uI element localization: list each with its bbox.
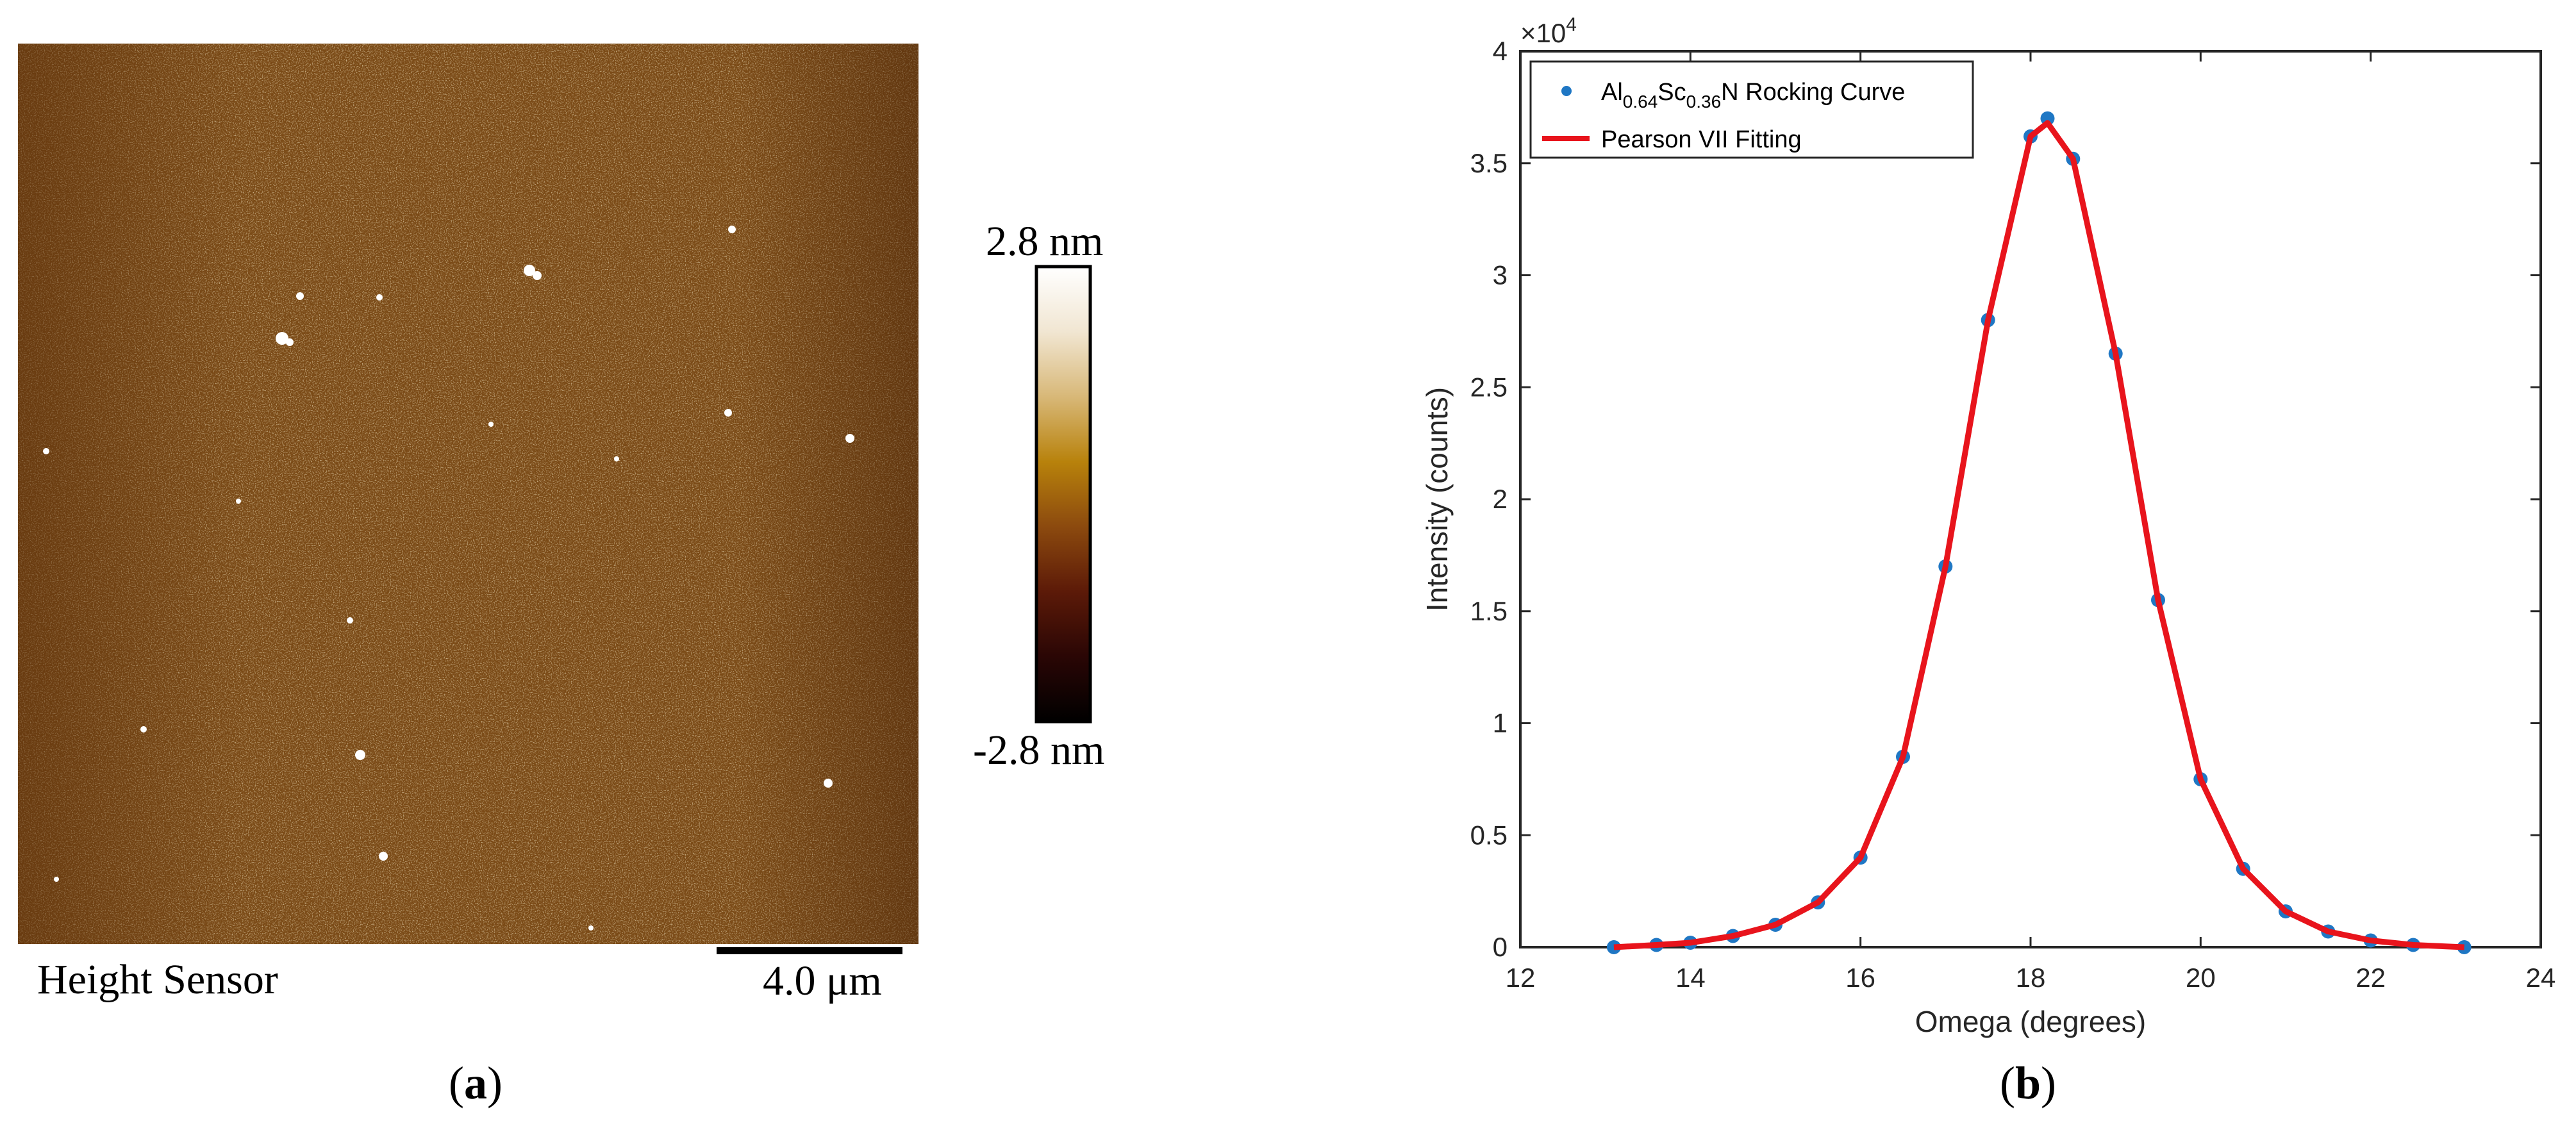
x-tick-label: 12 [1506, 963, 1536, 993]
colorbar-max-label: 2.8 nm [986, 218, 1103, 265]
legend-label-rocking-curve: Al0.64Sc0.36N Rocking Curve [1601, 79, 1905, 112]
y-tick-label: 0 [1493, 932, 1508, 962]
x-tick-label: 14 [1675, 963, 1706, 993]
y-tick-label: 3 [1493, 260, 1508, 290]
legend-marker-points [1561, 86, 1572, 96]
scale-bar: 4.0 μm [717, 947, 902, 1004]
y-multiplier: ×104 [1520, 14, 1577, 48]
y-axis-label: Intensity (counts) [1420, 387, 1454, 611]
legend-entry-fitting: Pearson VII Fitting [1542, 126, 1802, 153]
plot-area [1519, 50, 2542, 948]
panel-b-label: (b) [2000, 1057, 2056, 1109]
x-axis-ticks: 12 14 16 18 20 22 24 [1506, 51, 2556, 993]
surface-particles [43, 226, 854, 931]
legend-label-fitting: Pearson VII Fitting [1601, 126, 1802, 153]
legend-entry-rocking-curve: Al0.64Sc0.36N Rocking Curve [1561, 79, 1905, 112]
data-point [2040, 111, 2055, 126]
scale-bar-label: 4.0 μm [763, 957, 882, 1004]
y-tick-label: 1.5 [1470, 596, 1508, 626]
panel-a: 4.0 μm Height Sensor 2.8 nm -2.8 nm (a) [18, 44, 1104, 1109]
y-tick-label: 0.5 [1470, 820, 1508, 850]
afm-height-map [18, 44, 918, 944]
x-tick-label: 20 [2186, 963, 2216, 993]
fit-line [1613, 120, 2464, 950]
y-tick-label: 3.5 [1470, 148, 1508, 178]
legend: Al0.64Sc0.36N Rocking Curve Pearson VII … [1529, 60, 1974, 159]
x-tick-label: 22 [2356, 963, 2386, 993]
y-tick-label: 1 [1493, 708, 1508, 738]
colorbar-min-label: -2.8 nm [973, 727, 1104, 774]
y-tick-label: 2.5 [1470, 372, 1508, 402]
image-caption: Height Sensor [37, 956, 278, 1003]
y-tick-label: 4 [1493, 36, 1508, 66]
pearson-fit-line [1613, 120, 2464, 950]
panel-b: 12 14 16 18 20 22 24 0 0.5 1 1.5 2 2.5 3 3.5 4 ×104 Om… [1420, 14, 2555, 1109]
panel-a-label: (a) [449, 1057, 503, 1109]
colorbar: 2.8 nm -2.8 nm [973, 218, 1104, 774]
y-tick-label: 2 [1493, 484, 1508, 514]
y-axis-ticks: 0 0.5 1 1.5 2 2.5 3 3.5 4 [1470, 36, 2541, 962]
x-tick-label: 24 [2526, 963, 2556, 993]
x-tick-label: 18 [2016, 963, 2046, 993]
x-axis-label: Omega (degrees) [1915, 1005, 2147, 1038]
x-tick-label: 16 [1845, 963, 1875, 993]
